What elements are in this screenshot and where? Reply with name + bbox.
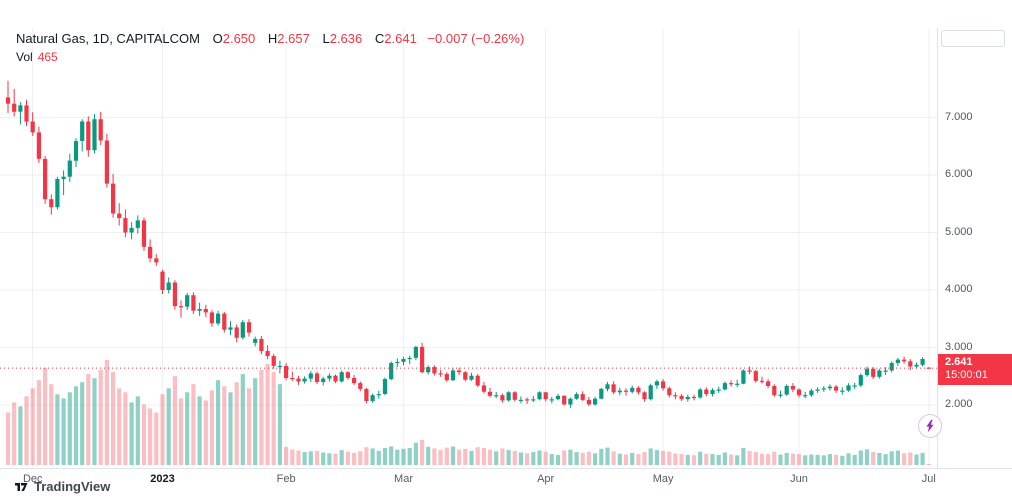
high-label: H (267, 31, 278, 46)
price-axis-label: 2.000 (945, 398, 973, 410)
open-label: O (212, 31, 223, 46)
toolbar-placeholder[interactable] (941, 30, 1005, 47)
time-axis-label: Feb (276, 473, 296, 485)
change-value: −0.007 (−0.26%) (427, 31, 525, 46)
volume-legend-row: Vol 465 (16, 50, 524, 65)
time-axis-label: Apr (537, 473, 555, 485)
legend: Natural Gas, 1D, CAPITALCOM O2.650 H2.65… (16, 30, 524, 65)
low-value: 2.636 (329, 31, 363, 46)
tradingview-logo-icon (15, 483, 28, 491)
time-axis-label: Dec (22, 473, 43, 485)
symbol-title[interactable]: Natural Gas, 1D, CAPITALCOM (16, 31, 200, 46)
tradingview-logo-text: TradingView (34, 479, 111, 494)
flash-button[interactable] (918, 414, 942, 438)
tradingview-logo-link[interactable]: TradingView (14, 479, 110, 494)
price-axis-label: 7.000 (945, 110, 973, 123)
price-axis-label: 3.000 (945, 340, 973, 353)
high-value: 2.657 (277, 31, 310, 46)
time-axis-label: Mar (394, 473, 413, 485)
close-label: C (374, 31, 385, 46)
low-label: L (322, 31, 330, 46)
close-value: 2.641 (384, 31, 417, 46)
time-axis-label: May (652, 473, 674, 485)
last-price-time: 15:00:01 (945, 369, 988, 382)
open-value: 2.650 (222, 31, 256, 46)
last-price-value: 2.641 (945, 356, 973, 369)
candle-series (5, 80, 931, 408)
symbol-legend-row: Natural Gas, 1D, CAPITALCOM O2.650 H2.65… (16, 30, 524, 47)
price-axis[interactable]: 2.641 15:00:01 2.000 3.000 4.000 5.000 6.000… (938, 0, 1012, 468)
time-axis-label: Jun (790, 473, 808, 485)
last-price-badge: 2.641 15:00:01 (938, 354, 1012, 386)
price-axis-label: 5.000 (945, 225, 973, 238)
time-axis-label: 2023 (150, 473, 175, 485)
price-axis-label: 4.000 (945, 283, 973, 295)
volume-label: Vol (16, 50, 33, 64)
lightning-icon (926, 419, 934, 433)
volume-value: 465 (37, 50, 58, 64)
price-axis-label: 6.000 (945, 168, 973, 180)
volume-series (5, 360, 931, 466)
time-axis[interactable]: Dec 2023 Feb Mar Apr May Jun Jul (0, 469, 937, 491)
time-axis-label: Jul (921, 473, 936, 485)
